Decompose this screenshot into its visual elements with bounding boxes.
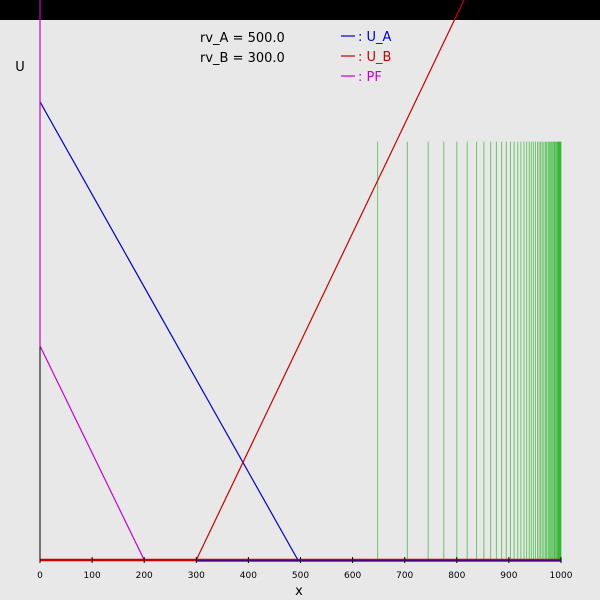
x-ticks: 0 100 200 300 400 500 600 700 800 900 1000 [37, 557, 573, 581]
param-rv-b: rv_B = 300.0 [200, 51, 285, 66]
x-tick-label: 700 [396, 571, 413, 581]
y-axis-label: U [15, 60, 25, 75]
legend: : U_A : U_B : PF [341, 30, 392, 85]
legend-label: : PF [358, 70, 382, 85]
series-line [195, 0, 465, 561]
series-line [39, 0, 145, 561]
x-axis-label: x [295, 584, 303, 599]
x-tick-label: 100 [84, 571, 101, 581]
x-tick-label: 500 [292, 571, 309, 581]
legend-label: : U_B [358, 50, 391, 65]
series-line [39, 101, 299, 561]
green-vertical-lines [377, 141, 562, 560]
x-tick-label: 600 [344, 571, 361, 581]
x-tick-label: 200 [136, 571, 153, 581]
x-tick-label: 1000 [550, 571, 573, 581]
x-tick-label: 300 [188, 571, 205, 581]
top-black-bar [0, 0, 600, 20]
legend-label: : U_A [358, 30, 392, 45]
x-tick-label: 0 [37, 571, 43, 581]
x-tick-label: 400 [240, 571, 257, 581]
series-lines [39, 0, 465, 561]
x-tick-label: 900 [500, 571, 517, 581]
axes [39, 20, 561, 561]
x-tick-label: 800 [448, 571, 465, 581]
param-rv-a: rv_A = 500.0 [200, 31, 285, 46]
